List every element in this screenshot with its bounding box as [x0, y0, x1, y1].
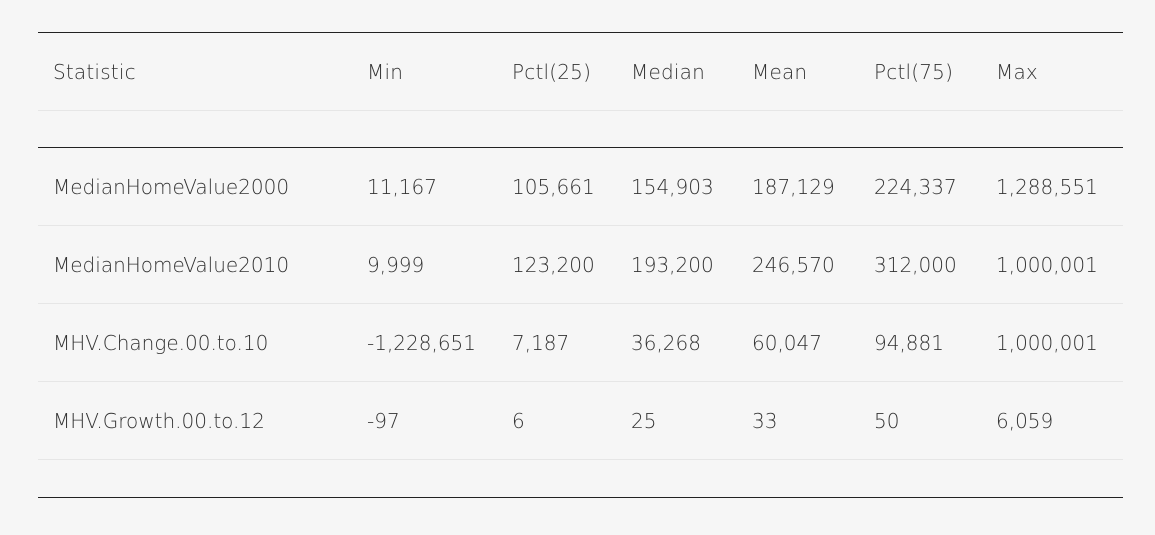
- cell-statistic: MHV.Change.00.to.10: [38, 303, 352, 382]
- cell-max: 1,000,001: [981, 225, 1123, 304]
- cell-median: 25: [616, 381, 737, 460]
- table-top-rule: [38, 32, 1123, 33]
- table-row: MHV.Change.00.to.10 -1,228,651 7,187 36,…: [38, 303, 1123, 382]
- table-row: MedianHomeValue2000 11,167 105,661 154,9…: [38, 147, 1123, 226]
- cell-median: 193,200: [616, 225, 737, 304]
- summary-statistics-table: Statistic Min Pctl(25) Median Mean Pctl(…: [38, 33, 1123, 460]
- header-row: Statistic Min Pctl(25) Median Mean Pctl(…: [38, 33, 1123, 111]
- cell-min: 9,999: [352, 225, 497, 304]
- cell-pctl75: 50: [859, 381, 981, 460]
- column-header-mean: Mean: [737, 33, 859, 111]
- table-body: MedianHomeValue2000 11,167 105,661 154,9…: [38, 147, 1123, 460]
- cell-median: 154,903: [616, 147, 737, 226]
- cell-max: 1,000,001: [981, 303, 1123, 382]
- table-row: MedianHomeValue2010 9,999 123,200 193,20…: [38, 225, 1123, 304]
- header-spacer: [38, 110, 1123, 148]
- column-header-statistic: Statistic: [38, 33, 352, 111]
- cell-statistic: MHV.Growth.00.to.12: [38, 381, 352, 460]
- column-header-pctl25: Pctl(25): [497, 33, 616, 111]
- column-header-pctl75: Pctl(75): [859, 33, 981, 111]
- cell-pctl75: 94,881: [859, 303, 981, 382]
- cell-statistic: MedianHomeValue2000: [38, 147, 352, 226]
- table-bottom-rule: [38, 460, 1123, 498]
- cell-pctl25: 105,661: [497, 147, 616, 226]
- column-header-median: Median: [616, 33, 737, 111]
- cell-pctl75: 312,000: [859, 225, 981, 304]
- cell-min: 11,167: [352, 147, 497, 226]
- cell-mean: 33: [737, 381, 859, 460]
- cell-pctl25: 123,200: [497, 225, 616, 304]
- cell-min: -1,228,651: [352, 303, 497, 382]
- cell-median: 36,268: [616, 303, 737, 382]
- cell-max: 6,059: [981, 381, 1123, 460]
- cell-mean: 246,570: [737, 225, 859, 304]
- column-header-max: Max: [981, 33, 1123, 111]
- table-row: MHV.Growth.00.to.12 -97 6 25 33 50 6,059: [38, 381, 1123, 460]
- summary-statistics-table-container: Statistic Min Pctl(25) Median Mean Pctl(…: [38, 32, 1123, 498]
- header-spacer-row: [38, 110, 1123, 148]
- cell-pctl25: 7,187: [497, 303, 616, 382]
- column-header-min: Min: [352, 33, 497, 111]
- cell-min: -97: [352, 381, 497, 460]
- cell-mean: 60,047: [737, 303, 859, 382]
- table-header: Statistic Min Pctl(25) Median Mean Pctl(…: [38, 33, 1123, 148]
- cell-pctl75: 224,337: [859, 147, 981, 226]
- cell-statistic: MedianHomeValue2010: [38, 225, 352, 304]
- cell-pctl25: 6: [497, 381, 616, 460]
- cell-max: 1,288,551: [981, 147, 1123, 226]
- cell-mean: 187,129: [737, 147, 859, 226]
